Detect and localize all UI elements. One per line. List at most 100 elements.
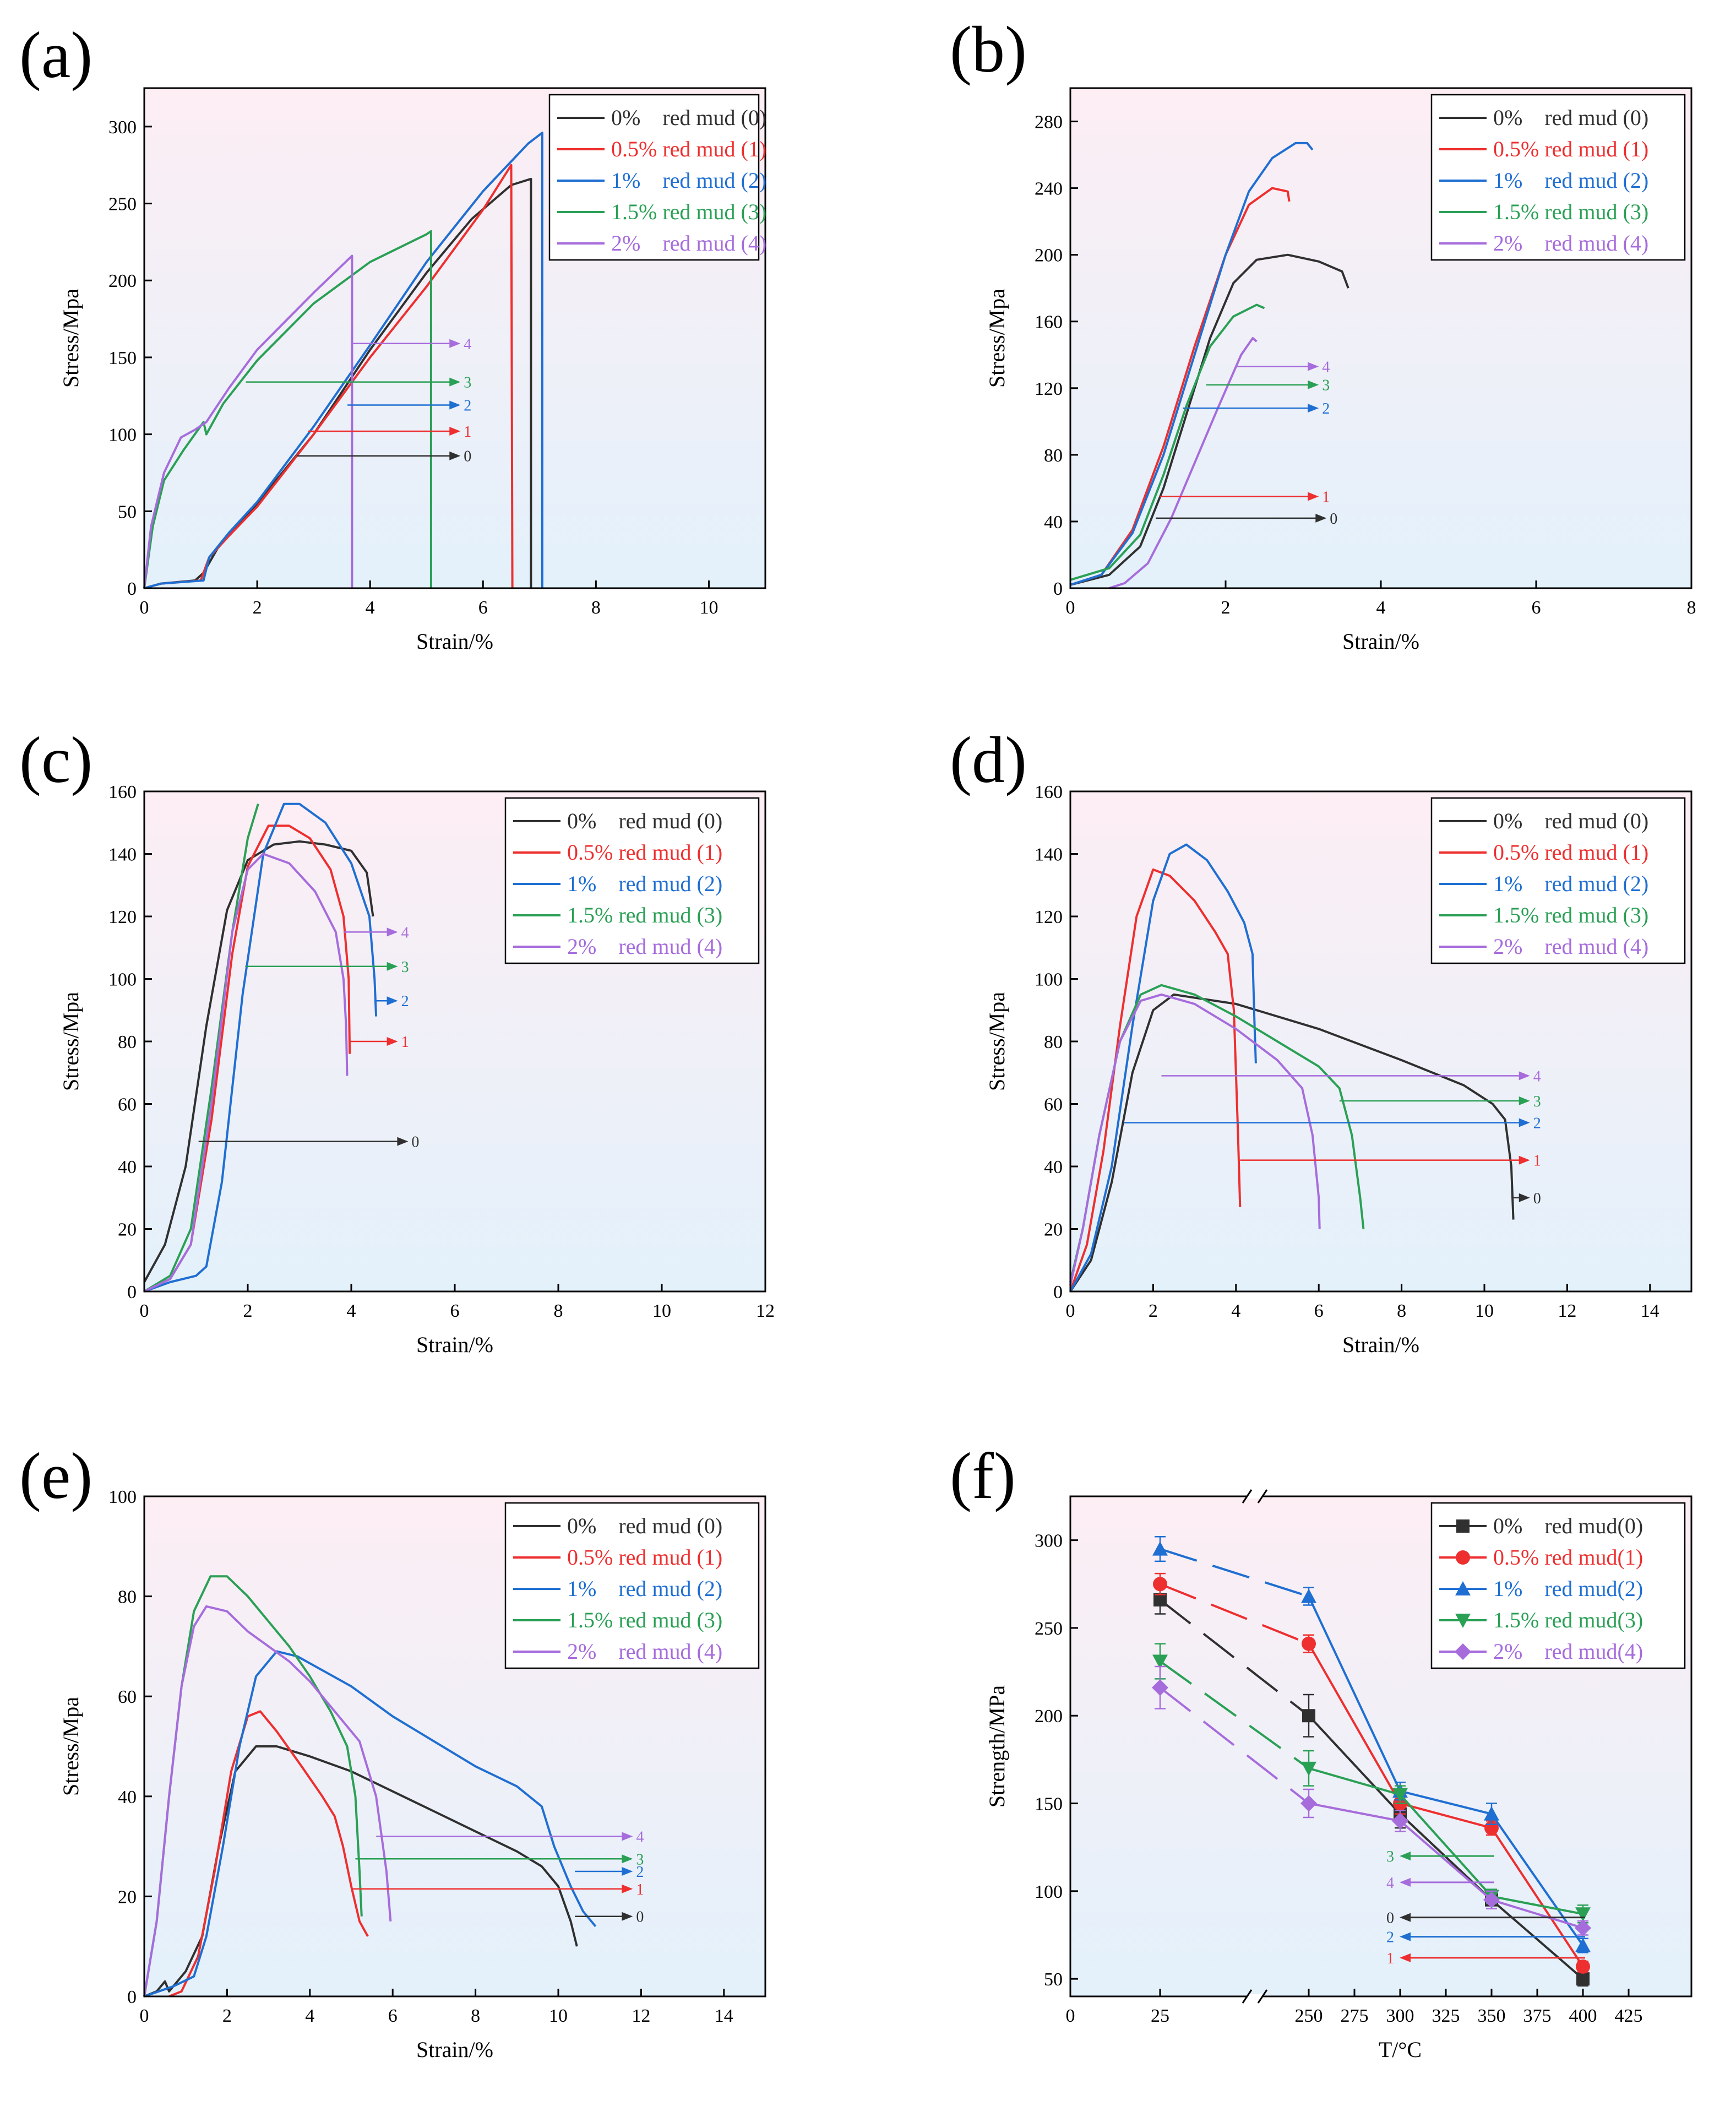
series-line-0 <box>144 1745 578 1998</box>
legend-box <box>1430 797 1686 964</box>
chart-panel-f: 3 4 0 2 1 0 25 250 275 300 325 350 375 400 425 50 100 150… <box>984 1489 1693 2062</box>
arrow-label-4: 4 <box>464 336 471 353</box>
y-tick-label: 200 <box>1035 246 1063 266</box>
arrow-label-3: 3 <box>464 374 471 392</box>
legend-label-1: 0.5% red mud (1) <box>567 1545 722 1570</box>
arrow-label-4: 4 <box>1322 359 1330 376</box>
y-tick-label: 50 <box>118 502 137 522</box>
legend-label-4: 2% red mud (4) <box>567 1639 722 1664</box>
y-tick-label: 200 <box>1035 1706 1063 1727</box>
x-tick-label: 0 <box>1066 598 1075 618</box>
x-tick-label: 8 <box>591 598 601 618</box>
y-tick-label: 50 <box>1044 1969 1063 1990</box>
legend-label-1: 0.5% red mud (1) <box>1493 840 1648 865</box>
x-tick-label: 0 <box>1066 2006 1075 2026</box>
arrow-head-4 <box>449 339 461 348</box>
arrow-label-2: 2 <box>636 1864 644 1881</box>
x-tick-label: 2 <box>1149 1301 1158 1321</box>
series-line-3 <box>1308 1767 1583 1915</box>
x-tick-label: 12 <box>756 1301 775 1321</box>
axis-break-mark <box>1242 1489 1253 1503</box>
y-axis-label: Stress/Mpa <box>984 992 1009 1091</box>
x-tick-label: 10 <box>652 1301 671 1321</box>
series-line-3 <box>143 804 259 1293</box>
series-line-4 <box>144 853 349 1293</box>
x-tick-label: 8 <box>471 2006 480 2026</box>
arrow-label-1: 1 <box>464 424 471 441</box>
y-tick-label: 0 <box>1053 1282 1063 1302</box>
x-tick-label: 2 <box>1221 598 1231 618</box>
y-tick-label: 40 <box>1044 512 1063 533</box>
x-tick-label: 0 <box>140 1301 149 1321</box>
legend-label-3: 1.5% red mud (3) <box>567 903 722 927</box>
y-tick-label: 160 <box>108 782 137 802</box>
legend-box <box>548 94 760 261</box>
x-tick-label: 14 <box>1641 1301 1659 1321</box>
legend-marker-2 <box>1455 1581 1471 1595</box>
data-point-3-4 <box>1575 1907 1591 1922</box>
panel-label-c: (c) <box>19 723 92 796</box>
y-tick-label: 0 <box>127 1282 137 1302</box>
y-tick-label: 300 <box>1035 1531 1063 1551</box>
y-tick-label: 200 <box>108 271 137 291</box>
arrow-label-2: 2 <box>464 398 471 415</box>
legend-label-3: 1.5% red mud (3) <box>1493 199 1648 224</box>
arrow-label-0: 0 <box>411 1134 419 1151</box>
data-point-2-1 <box>1301 1588 1316 1603</box>
y-tick-label: 150 <box>1035 1794 1063 1815</box>
y-tick-label: 300 <box>108 117 137 138</box>
x-tick-label: 8 <box>554 1301 563 1321</box>
legend-label-2: 1% red mud (2) <box>1493 871 1648 896</box>
axis-break-mark <box>1242 1989 1253 2004</box>
y-tick-label: 100 <box>108 425 137 446</box>
series-line-1 <box>168 1710 369 1998</box>
legend-label-0: 0% red mud (0) <box>567 808 722 833</box>
arrow-head-2 <box>1400 1932 1411 1941</box>
arrow-label-2: 2 <box>1322 400 1330 417</box>
x-tick-label: 0 <box>140 598 149 618</box>
legend-marker-4 <box>1455 1643 1471 1660</box>
x-tick-label: 10 <box>699 598 718 618</box>
x-tick-label: 2 <box>243 1301 253 1321</box>
arrow-head-0 <box>397 1137 409 1146</box>
series-line-4 <box>143 1605 392 1997</box>
data-point-3-1 <box>1301 1761 1316 1776</box>
series-line-4 <box>1108 337 1258 589</box>
plot-frame <box>143 1495 766 1998</box>
x-tick-label: 300 <box>1386 2006 1414 2026</box>
series-line-1 <box>1069 868 1242 1292</box>
legend-label-1: 0.5% red mud (1) <box>1493 137 1648 161</box>
x-tick-label: 250 <box>1295 2006 1323 2026</box>
y-axis-label: Strength/MPa <box>984 1685 1009 1808</box>
y-tick-label: 250 <box>1035 1619 1063 1639</box>
legend-box <box>504 1502 760 1669</box>
y-tick-label: 0 <box>127 1987 137 2007</box>
x-tick-label: 8 <box>1687 598 1696 618</box>
legend-box <box>504 797 760 964</box>
series-line-0 <box>1308 1714 1584 1980</box>
series-break-segment-1 <box>1160 1583 1309 1645</box>
arrow-label-3: 3 <box>636 1851 644 1868</box>
y-tick-label: 80 <box>1044 446 1063 466</box>
legend-label-2: 1% red mud (2) <box>611 168 766 193</box>
arrow-label-3: 3 <box>401 959 409 976</box>
panel-label-a: (a) <box>19 18 92 91</box>
series-line-3 <box>1070 303 1265 581</box>
x-tick-label: 10 <box>549 2006 568 2026</box>
x-tick-label: 400 <box>1569 2006 1597 2026</box>
legend-label-4: 2% red mud (4) <box>1493 231 1648 256</box>
legend-label-0: 0% red mud (0) <box>567 1513 722 1538</box>
arrow-head-4 <box>1308 362 1319 371</box>
y-tick-label: 40 <box>118 1157 137 1177</box>
arrow-label-3: 3 <box>1533 1093 1541 1110</box>
x-tick-label: 25 <box>1151 2006 1169 2026</box>
y-tick-label: 140 <box>1035 845 1063 865</box>
legend-label-4: 2% red mud (4) <box>567 934 722 959</box>
legend-label-3: 1.5% red mud (3) <box>611 199 766 224</box>
arrow-head-4 <box>1400 1877 1411 1887</box>
y-tick-label: 160 <box>1035 782 1063 802</box>
data-point-3-0 <box>1152 1654 1168 1669</box>
legend-label-0: 0% red mud(0) <box>1493 1513 1643 1538</box>
y-tick-label: 60 <box>118 1687 137 1707</box>
